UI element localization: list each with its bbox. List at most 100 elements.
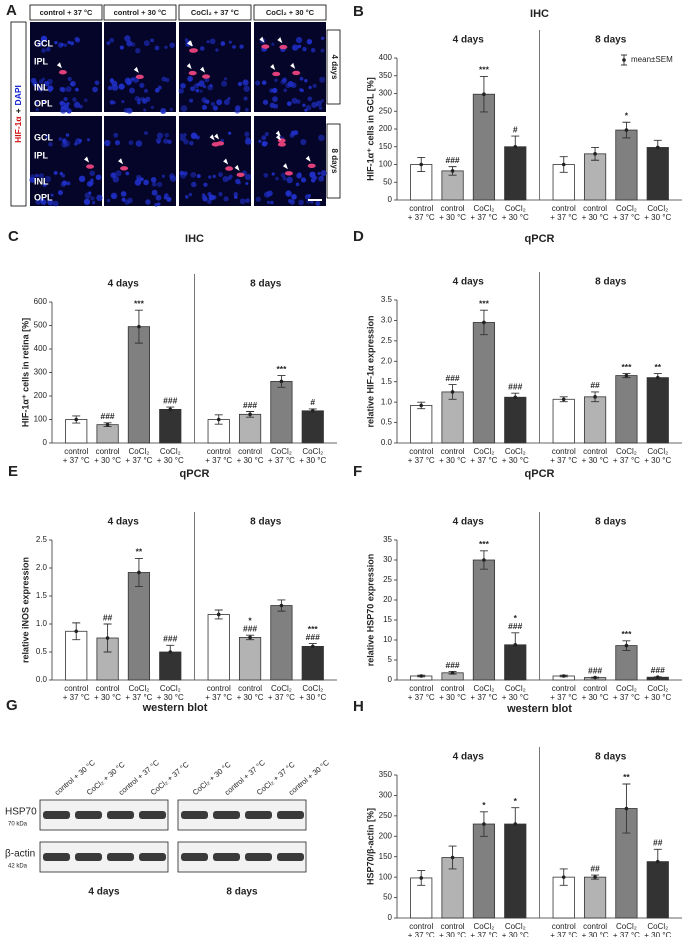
nucleus xyxy=(293,130,299,136)
nucleus xyxy=(183,139,189,145)
layer-label: GCL xyxy=(34,38,54,48)
arrowhead xyxy=(223,158,229,165)
nucleus xyxy=(37,85,44,92)
x-tick-label: + 30 °C xyxy=(439,931,466,937)
nucleus xyxy=(190,132,198,139)
y-tick-label: 150 xyxy=(379,852,393,861)
blot-row-label: β-actin xyxy=(5,849,35,860)
bar xyxy=(472,322,496,444)
group-label: 4 days xyxy=(453,752,485,763)
bar xyxy=(410,405,433,444)
blot-band xyxy=(139,853,166,861)
nucleus xyxy=(86,138,91,142)
nucleus xyxy=(113,132,119,138)
mean-dot xyxy=(655,145,660,150)
mean-dot xyxy=(216,612,221,617)
nucleus xyxy=(312,83,317,88)
nucleus xyxy=(184,38,189,42)
x-tick-label: control xyxy=(552,684,576,693)
bar xyxy=(301,410,324,444)
hif-cell xyxy=(58,70,67,75)
panel-letter: G xyxy=(6,697,18,714)
nucleus xyxy=(199,46,205,51)
nucleus xyxy=(135,178,142,185)
nucleus xyxy=(44,175,51,183)
x-tick-label: CoCl₂ xyxy=(473,447,494,456)
arrowhead xyxy=(234,164,240,171)
y-tick-label: 10 xyxy=(383,635,392,644)
x-tick-label: + 37 °C xyxy=(613,931,640,937)
nucleus xyxy=(223,196,229,202)
nucleus xyxy=(35,173,39,178)
x-tick-label: + 37 °C xyxy=(613,456,640,465)
x-tick-label: + 30 °C xyxy=(237,693,264,702)
nucleus xyxy=(92,86,98,93)
blot-band xyxy=(181,853,208,861)
x-tick-label: CoCl₂ xyxy=(616,447,637,456)
nucleus xyxy=(63,97,68,102)
nucleus xyxy=(243,85,250,92)
stain-part: + xyxy=(13,108,23,113)
mean-dot xyxy=(310,409,315,413)
nucleus xyxy=(169,107,174,112)
hif-cell xyxy=(135,74,144,80)
nucleus xyxy=(302,47,307,52)
nucleus xyxy=(62,104,69,111)
nucleus xyxy=(72,97,77,102)
nucleus xyxy=(34,101,39,105)
nucleus xyxy=(266,200,271,204)
nucleus xyxy=(160,108,167,115)
bar xyxy=(301,646,324,681)
mean-dot xyxy=(419,674,424,678)
nucleus xyxy=(261,135,267,141)
bar xyxy=(615,129,638,201)
nucleus xyxy=(106,41,111,45)
chart-title: qPCR xyxy=(525,468,555,480)
x-tick-label: + 30 °C xyxy=(502,456,529,465)
nucleus xyxy=(57,190,64,196)
x-tick-label: control xyxy=(441,447,465,456)
mean-dot xyxy=(482,558,486,562)
y-tick-label: 300 xyxy=(34,368,48,377)
nucleus xyxy=(114,140,121,146)
nucleus xyxy=(307,193,311,198)
nucleus xyxy=(212,195,217,200)
nucleus xyxy=(143,108,147,112)
x-tick-label: control xyxy=(409,684,433,693)
row-label-box xyxy=(326,123,341,199)
y-tick-label: 250 xyxy=(379,811,393,820)
nucleus xyxy=(151,189,158,196)
nucleus xyxy=(297,44,302,49)
nucleus xyxy=(245,198,250,203)
nucleus xyxy=(291,193,297,200)
x-tick-label: + 30 °C xyxy=(502,213,529,222)
nucleus xyxy=(129,87,135,94)
group-label: 4 days xyxy=(453,35,485,46)
hif-cell xyxy=(225,166,234,171)
mean-dot xyxy=(561,162,566,167)
x-tick-label: + 37 °C xyxy=(205,693,232,702)
nucleus xyxy=(263,172,269,178)
blot-band xyxy=(43,853,70,861)
nucleus xyxy=(315,200,321,206)
mean-dot xyxy=(248,635,252,640)
column-header: control + 30 °C xyxy=(114,8,167,17)
nucleus xyxy=(313,176,318,180)
mean-dot xyxy=(655,859,660,864)
mean-dot xyxy=(513,822,518,826)
significance-label: *** xyxy=(479,298,490,308)
nucleus xyxy=(163,196,167,200)
panel-letter: B xyxy=(353,3,364,20)
y-tick-label: 200 xyxy=(379,124,393,133)
blot-row-size: 70 kDa xyxy=(8,822,28,828)
nucleus xyxy=(295,36,303,44)
hif-cell xyxy=(202,74,211,79)
x-tick-label: + 30 °C xyxy=(157,456,184,465)
arrowhead xyxy=(118,158,124,165)
nucleus xyxy=(53,170,58,175)
nucleus xyxy=(258,139,262,144)
x-tick-label: CoCl₂ xyxy=(128,447,149,456)
nucleus xyxy=(124,199,130,205)
nucleus xyxy=(189,140,194,146)
significance-label: ** xyxy=(654,362,661,372)
